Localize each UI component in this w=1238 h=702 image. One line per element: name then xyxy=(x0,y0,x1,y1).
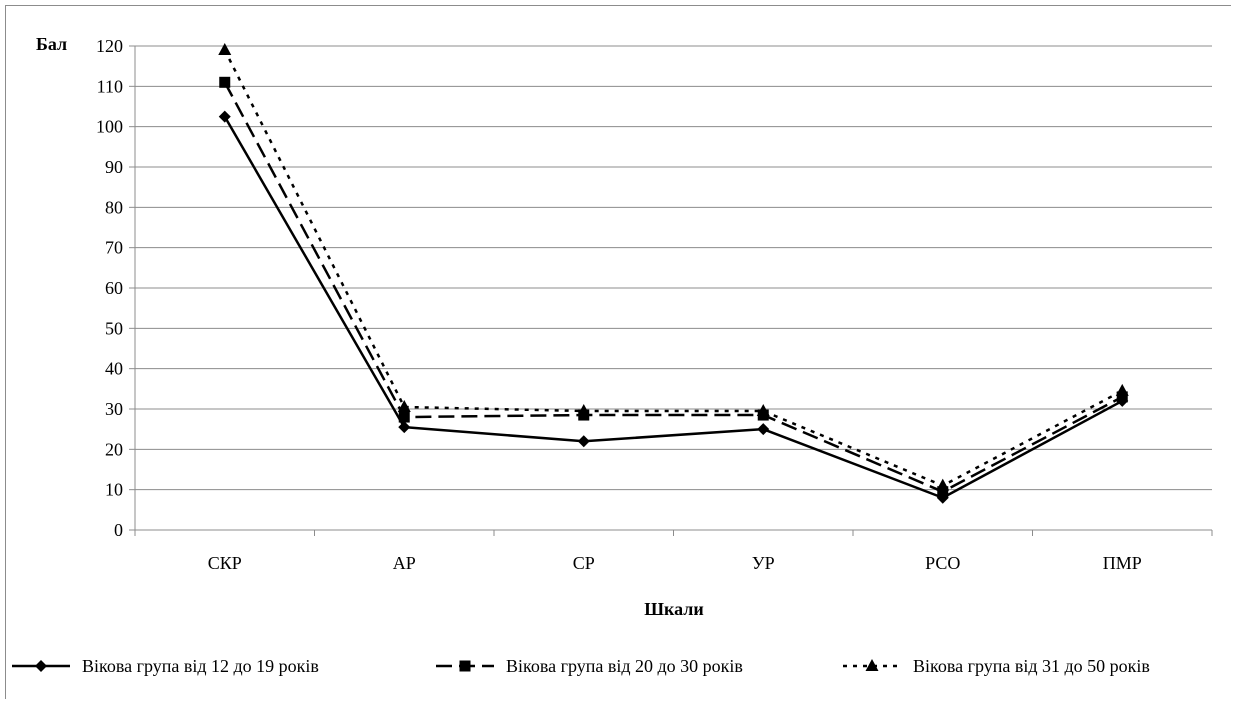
data-point-square xyxy=(398,411,410,423)
series-line xyxy=(223,81,1123,493)
y-axis-title: Бал xyxy=(36,34,67,54)
y-tick-label: 40 xyxy=(105,359,123,379)
data-point-square xyxy=(937,486,949,498)
x-tick-label: ПМР xyxy=(1103,553,1142,573)
data-point-square xyxy=(1116,391,1128,403)
legend-label: Вікова група від 20 до 30 років xyxy=(506,656,743,676)
data-point-triangle xyxy=(397,399,411,412)
x-tick-label: РСО xyxy=(925,553,960,573)
y-tick-label: 10 xyxy=(105,480,123,500)
data-point-diamond xyxy=(757,423,770,436)
legend-item: Вікова група від 12 до 19 років xyxy=(12,656,319,676)
y-tick-label: 20 xyxy=(105,439,123,459)
data-point-triangle xyxy=(218,43,232,56)
y-tick-label: 100 xyxy=(96,117,123,137)
y-tick-label: 0 xyxy=(114,520,123,540)
x-tick-label: СКР xyxy=(208,553,242,573)
legend: Вікова група від 12 до 19 років Вікова гр… xyxy=(12,656,1150,676)
y-tick-label: 110 xyxy=(97,76,123,96)
legend-label: Вікова група від 31 до 50 років xyxy=(913,656,1150,676)
legend-item: Вікова група від 31 до 50 років xyxy=(843,656,1150,676)
y-tick-label: 60 xyxy=(105,278,123,298)
data-point-diamond xyxy=(577,435,590,448)
data-point-diamond xyxy=(218,110,231,123)
series-line xyxy=(223,115,1123,499)
y-tick-label: 50 xyxy=(105,318,123,338)
data-point-triangle xyxy=(1115,383,1129,396)
y-tick-label: 30 xyxy=(105,399,123,419)
y-tick-label: 90 xyxy=(105,157,123,177)
data-point-triangle xyxy=(577,404,591,417)
data-point-diamond xyxy=(35,660,47,672)
x-tick-label: СР xyxy=(573,553,595,573)
series-3 xyxy=(218,43,1129,491)
x-axis: СКР АР СР УР РСО ПМР xyxy=(134,529,1213,573)
data-point-square xyxy=(219,76,231,88)
x-tick-label: АР xyxy=(393,553,416,573)
chart-frame xyxy=(5,5,1231,699)
data-point-diamond xyxy=(398,421,411,434)
series-1 xyxy=(218,110,1129,504)
y-axis: 0 10 20 30 40 50 60 70 80 90 100 110 120 xyxy=(96,36,136,540)
data-point-triangle xyxy=(936,478,950,491)
data-point-triangle xyxy=(865,659,879,671)
x-axis-title: Шкали xyxy=(644,599,704,619)
gridlines xyxy=(135,45,1212,491)
x-tick-label: УР xyxy=(752,553,775,573)
legend-item: Вікова група від 20 до 30 років xyxy=(436,656,743,676)
y-tick-label: 120 xyxy=(96,36,123,56)
y-tick-label: 70 xyxy=(105,238,123,258)
series-line xyxy=(223,49,1123,487)
data-point-triangle xyxy=(756,404,770,417)
data-point-square xyxy=(459,660,471,672)
series-layer xyxy=(218,43,1129,504)
y-tick-label: 80 xyxy=(105,197,123,217)
legend-label: Вікова група від 12 до 19 років xyxy=(82,656,319,676)
